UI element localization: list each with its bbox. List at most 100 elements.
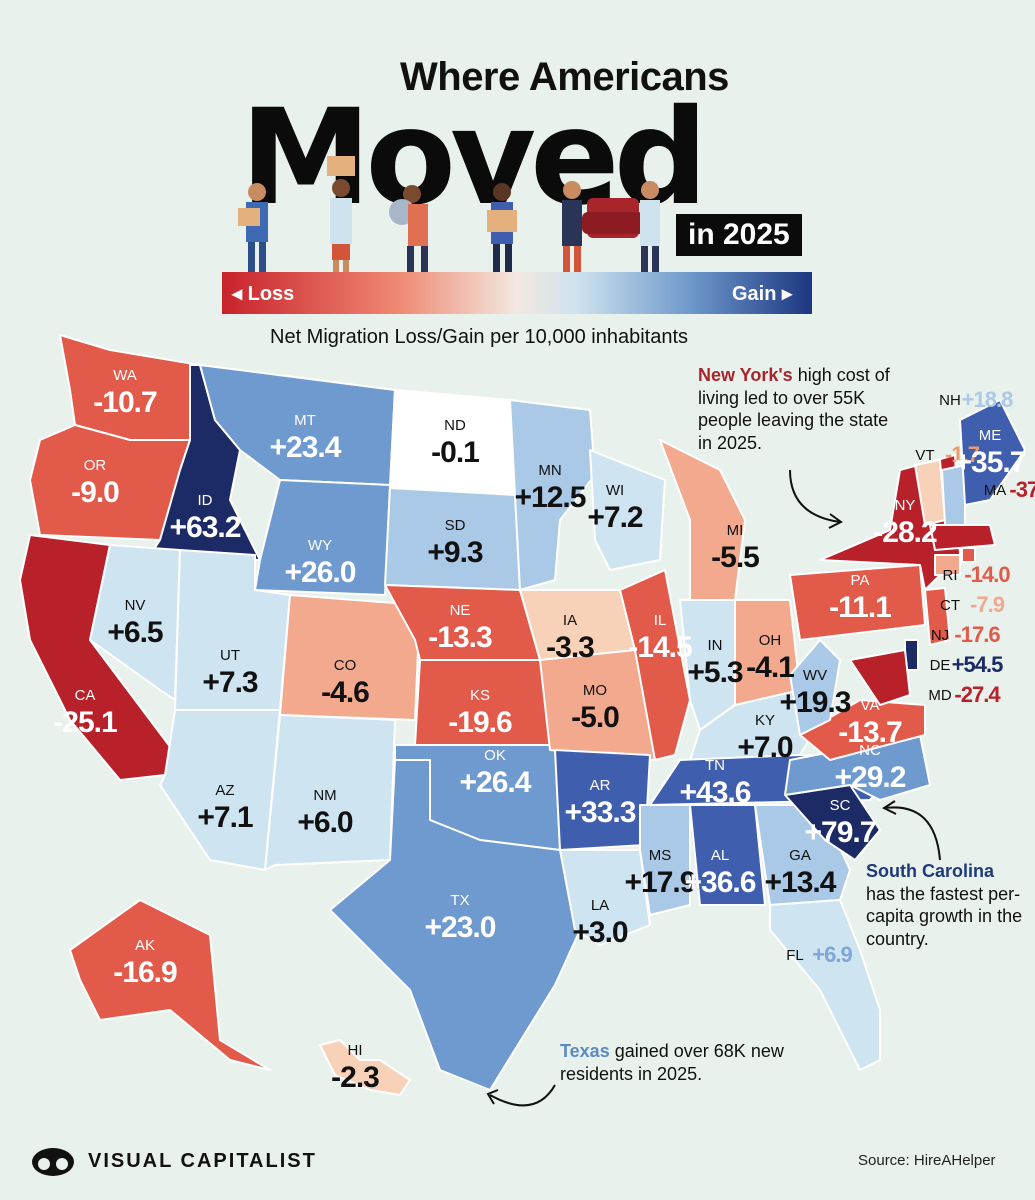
state-shape-ct [934, 554, 961, 576]
state-abbr-ak: AK [135, 937, 155, 954]
state-abbr-al: AL [711, 847, 729, 864]
state-value-mi: -5.5 [711, 541, 759, 574]
state-value-mo: -5.0 [571, 701, 619, 734]
state-value-ms: +17.9 [625, 866, 696, 899]
state-value-sc: +79.7 [805, 816, 876, 849]
sc-arrowhead [881, 800, 897, 815]
sc-annotation: South Carolina has the fastest per-capit… [866, 860, 1035, 950]
state-value-fl: +6.9 [812, 942, 852, 967]
state-abbr-sc: SC [830, 797, 851, 814]
state-abbr-sd: SD [445, 517, 466, 534]
state-value-ca: -25.1 [53, 706, 117, 739]
state-abbr-ok: OK [484, 747, 506, 764]
state-abbr-md: MD [928, 687, 951, 704]
state-value-nm: +6.0 [297, 806, 353, 839]
mover-figure-5 [562, 181, 582, 276]
state-abbr-ar: AR [590, 777, 611, 794]
state-shape-va [799, 699, 926, 761]
state-shape-tx [329, 759, 581, 1091]
state-abbr-nh: NH [939, 392, 961, 409]
state-abbr-in: IN [708, 637, 723, 654]
legend-gain-label: Gain ▸ [732, 283, 793, 305]
ny-arrowhead [828, 513, 843, 529]
state-value-mn: +12.5 [515, 481, 586, 514]
state-abbr-az: AZ [215, 782, 234, 799]
state-value-in: +5.3 [687, 656, 743, 689]
state-abbr-ma: MA [984, 482, 1007, 499]
state-shape-nv [89, 544, 181, 701]
state-abbr-nm: NM [313, 787, 336, 804]
state-shape-mn [509, 399, 596, 591]
state-value-wi: +7.2 [587, 501, 643, 534]
state-shape-la [559, 849, 651, 946]
state-value-la: +3.0 [572, 916, 628, 949]
state-value-tx: +23.0 [425, 911, 496, 944]
tx-annotation: Texas gained over 68K new residents in 2… [560, 1040, 790, 1085]
state-abbr-mt: MT [294, 412, 316, 429]
brand-name: VISUAL CAPITALIST [88, 1149, 317, 1172]
state-abbr-nv: NV [125, 597, 146, 614]
state-abbr-oh: OH [759, 632, 782, 649]
state-value-ct: -7.9 [970, 592, 1005, 617]
sc-annotation-bold: South Carolina [866, 861, 995, 881]
state-value-ny: -28.2 [873, 516, 937, 549]
ny-callout-arrow [789, 469, 841, 523]
state-abbr-la: LA [591, 897, 609, 914]
state-abbr-vt: VT [915, 447, 934, 464]
state-value-wy: +26.0 [285, 556, 356, 589]
state-value-ma: -37.9 [1009, 477, 1035, 502]
mover-figure-4 [487, 183, 517, 276]
state-value-wv: +19.3 [780, 686, 851, 719]
ny-annotation-text: high cost of living led to over 55K peop… [698, 365, 890, 453]
state-value-ok: +26.4 [460, 766, 532, 799]
state-abbr-me: ME [979, 427, 1002, 444]
state-value-il: -14.5 [628, 631, 692, 664]
state-abbr-ca: CA [75, 687, 96, 704]
map-subtitle: Net Migration Loss/Gain per 10,000 inhab… [270, 326, 689, 348]
state-value-ar: +33.3 [565, 796, 636, 829]
mover-figure-2 [327, 156, 355, 276]
state-abbr-ny: NY [895, 497, 916, 514]
state-value-az: +7.1 [197, 801, 253, 834]
state-abbr-hi: HI [348, 1042, 363, 1059]
mover-figure-3 [389, 185, 428, 276]
state-value-ky: +7.0 [737, 731, 793, 764]
state-abbr-or: OR [84, 457, 107, 474]
state-value-md: -27.4 [954, 682, 1001, 707]
state-shape-nm [264, 714, 396, 871]
state-abbr-ks: KS [470, 687, 490, 704]
state-shape-wy [254, 479, 391, 596]
state-value-nd: -0.1 [431, 436, 479, 469]
state-shape-ak [69, 899, 271, 1071]
state-shape-il [619, 569, 691, 761]
state-abbr-ms: MS [649, 847, 672, 864]
brand-logo: VISUAL CAPITALIST [30, 1144, 317, 1178]
state-value-oh: -4.1 [746, 651, 794, 684]
state-value-vt: -1.7 [945, 442, 980, 467]
mover-figure-1 [238, 183, 268, 276]
state-shape-ma [929, 524, 996, 551]
state-abbr-mn: MN [538, 462, 561, 479]
tx-callout-arrow [489, 1084, 556, 1107]
state-shape-co [279, 594, 421, 721]
source-credit: Source: HireAHelper [858, 1152, 996, 1169]
state-value-va: -13.7 [838, 716, 902, 749]
state-abbr-il: IL [654, 612, 667, 629]
state-abbr-wa: WA [113, 367, 137, 384]
state-abbr-co: CO [334, 657, 357, 674]
state-value-de: +54.5 [952, 652, 1003, 677]
state-abbr-wi: WI [606, 482, 624, 499]
state-abbr-de: DE [930, 657, 951, 674]
state-shape-ri [961, 547, 976, 563]
state-abbr-pa: PA [851, 572, 870, 589]
state-value-ks: -19.6 [448, 706, 512, 739]
sc-callout-arrow [884, 806, 941, 861]
sc-annotation-text: has the fastest per-capita growth in the… [866, 883, 1023, 949]
state-shape-wv [789, 639, 841, 736]
state-shape-al [689, 804, 766, 906]
state-abbr-wv: WV [803, 667, 827, 684]
legend-loss-label: ◂ Loss [232, 283, 295, 305]
state-abbr-ct: CT [940, 597, 960, 614]
state-value-nh: +18.8 [962, 387, 1013, 412]
